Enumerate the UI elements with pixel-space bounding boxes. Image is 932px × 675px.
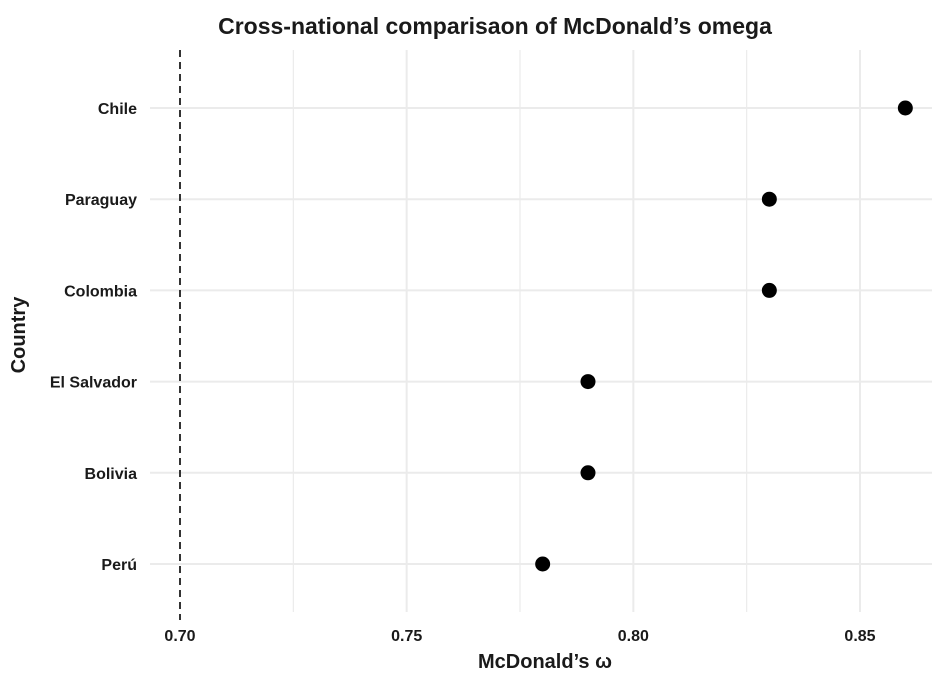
x-tick-label: 0.75	[391, 628, 422, 645]
y-tick-label: El Salvador	[50, 375, 137, 392]
x-tick-label: 0.85	[844, 628, 875, 645]
x-tick-label: 0.70	[164, 628, 195, 645]
y-tick-label: Bolivia	[85, 466, 138, 483]
points-layer	[535, 100, 913, 572]
chart-title: Cross-national comparisaon of McDonald’s…	[218, 13, 772, 39]
x-tick-labels: 0.70 0.75 0.80 0.85	[164, 628, 875, 645]
data-point	[580, 374, 596, 390]
data-point	[761, 282, 777, 298]
y-axis-title: Country	[8, 296, 30, 374]
data-point	[761, 191, 777, 207]
data-point	[580, 465, 596, 481]
x-tick-label: 0.80	[618, 628, 649, 645]
y-tick-label: Paraguay	[65, 192, 137, 209]
y-tick-label: Chile	[98, 101, 137, 118]
grid-layer	[150, 50, 932, 612]
y-tick-label: Colombia	[64, 283, 137, 300]
y-tick-labels: Chile Paraguay Colombia El Salvador Bolivia P…	[50, 101, 137, 574]
x-axis-title: McDonald’s ω	[478, 651, 612, 673]
y-tick-label: Perú	[101, 557, 137, 574]
data-point	[535, 556, 551, 572]
data-point	[897, 100, 913, 116]
